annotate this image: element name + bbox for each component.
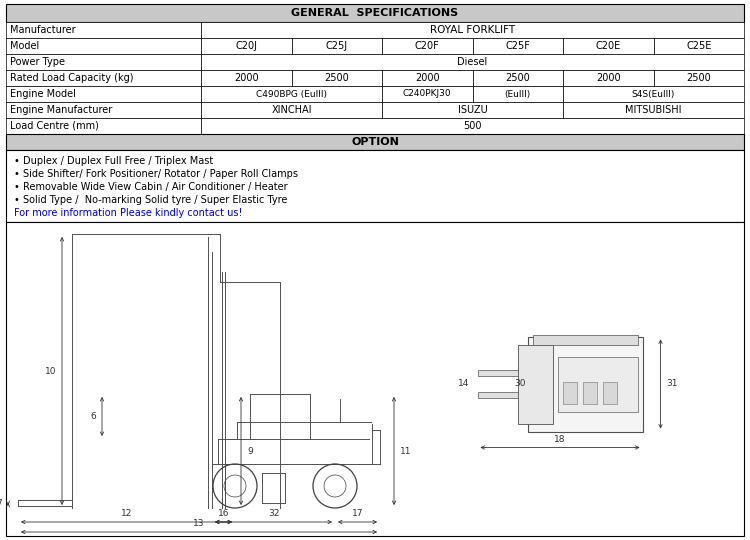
Text: C25J: C25J (326, 41, 348, 51)
Text: 31: 31 (667, 380, 678, 388)
Bar (382, 86, 472, 102)
Text: 2500: 2500 (506, 73, 530, 83)
Bar (382, 102, 563, 118)
Text: Model: Model (10, 41, 39, 51)
Text: S4S(EuIII): S4S(EuIII) (632, 90, 675, 98)
Bar (472, 38, 563, 54)
Text: Engine Model: Engine Model (10, 89, 76, 99)
Bar (201, 22, 744, 38)
Text: (EuIII): (EuIII) (505, 90, 531, 98)
Text: Rated Load Capacity (kg): Rated Load Capacity (kg) (10, 73, 134, 83)
Bar (201, 86, 382, 102)
Text: 14: 14 (458, 380, 470, 388)
Text: 500: 500 (464, 121, 482, 131)
Text: GENERAL  SPECIFICATIONS: GENERAL SPECIFICATIONS (292, 8, 458, 18)
Bar (563, 38, 653, 54)
Text: • Removable Wide View Cabin / Air Conditioner / Heater: • Removable Wide View Cabin / Air Condit… (14, 182, 288, 192)
Bar (6, 86, 201, 102)
Text: 2500: 2500 (324, 73, 349, 83)
Text: ISUZU: ISUZU (458, 105, 488, 115)
Bar (562, 381, 577, 403)
Text: • Solid Type /  No-marking Solid tyre / Super Elastic Tyre: • Solid Type / No-marking Solid tyre / S… (14, 195, 287, 205)
Text: • Duplex / Duplex Full Free / Triplex Mast: • Duplex / Duplex Full Free / Triplex Ma… (14, 156, 213, 166)
Bar (6, 150, 744, 222)
Text: 9: 9 (247, 447, 253, 456)
Text: 10: 10 (44, 367, 56, 375)
Bar (532, 334, 638, 345)
Bar (583, 381, 596, 403)
Text: Power Type: Power Type (10, 57, 65, 67)
Bar (472, 86, 563, 102)
Bar (563, 102, 744, 118)
Bar (653, 38, 744, 54)
Text: 30: 30 (514, 380, 526, 388)
Bar (472, 70, 563, 86)
Text: 18: 18 (554, 435, 566, 443)
Text: 2000: 2000 (234, 73, 259, 83)
Text: 11: 11 (400, 447, 412, 456)
Bar (527, 336, 643, 431)
Text: 16: 16 (217, 509, 229, 518)
Bar (382, 38, 472, 54)
Bar (6, 134, 744, 150)
Text: C240PKJ30: C240PKJ30 (403, 90, 451, 98)
Bar (518, 345, 553, 423)
Bar (563, 86, 744, 102)
Text: 2500: 2500 (686, 73, 711, 83)
Text: 6: 6 (90, 412, 96, 421)
Bar (478, 370, 536, 376)
Bar (602, 381, 616, 403)
Bar (6, 54, 201, 70)
Text: 17: 17 (352, 509, 363, 518)
Bar (201, 70, 292, 86)
Text: C25F: C25F (506, 41, 530, 51)
Text: Load Centre (mm): Load Centre (mm) (10, 121, 99, 131)
Bar (201, 54, 744, 70)
Bar (563, 70, 653, 86)
Text: C25E: C25E (686, 41, 712, 51)
Bar (6, 102, 201, 118)
Bar (201, 38, 292, 54)
Text: 12: 12 (121, 509, 132, 518)
Text: • Side Shifter/ Fork Positioner/ Rotator / Paper Roll Clamps: • Side Shifter/ Fork Positioner/ Rotator… (14, 169, 298, 179)
Text: OPTION: OPTION (351, 137, 399, 147)
Text: Engine Manufacturer: Engine Manufacturer (10, 105, 112, 115)
Text: MITSUBISHI: MITSUBISHI (626, 105, 682, 115)
Bar (478, 392, 536, 398)
Text: 7: 7 (0, 500, 2, 509)
Bar (6, 70, 201, 86)
Text: C20J: C20J (236, 41, 257, 51)
Text: C20E: C20E (596, 41, 621, 51)
Text: 2000: 2000 (596, 73, 620, 83)
Bar (6, 38, 201, 54)
Bar (653, 70, 744, 86)
Bar (292, 38, 382, 54)
Text: 32: 32 (268, 509, 279, 518)
Bar (382, 70, 472, 86)
Bar (6, 4, 744, 22)
Text: 13: 13 (194, 519, 205, 528)
Text: Manufacturer: Manufacturer (10, 25, 76, 35)
Text: Diesel: Diesel (458, 57, 488, 67)
Bar (557, 356, 638, 411)
Text: C490BPG (EuIII): C490BPG (EuIII) (256, 90, 327, 98)
Bar (6, 222, 744, 536)
Text: C20F: C20F (415, 41, 440, 51)
Bar (201, 102, 382, 118)
Bar (6, 118, 201, 134)
Text: ROYAL FORKLIFT: ROYAL FORKLIFT (430, 25, 515, 35)
Text: XINCHAI: XINCHAI (272, 105, 312, 115)
Text: 2000: 2000 (415, 73, 440, 83)
Bar (292, 70, 382, 86)
Text: For more information Please kindly contact us!: For more information Please kindly conta… (14, 208, 242, 218)
Bar (6, 22, 201, 38)
Bar (201, 118, 744, 134)
